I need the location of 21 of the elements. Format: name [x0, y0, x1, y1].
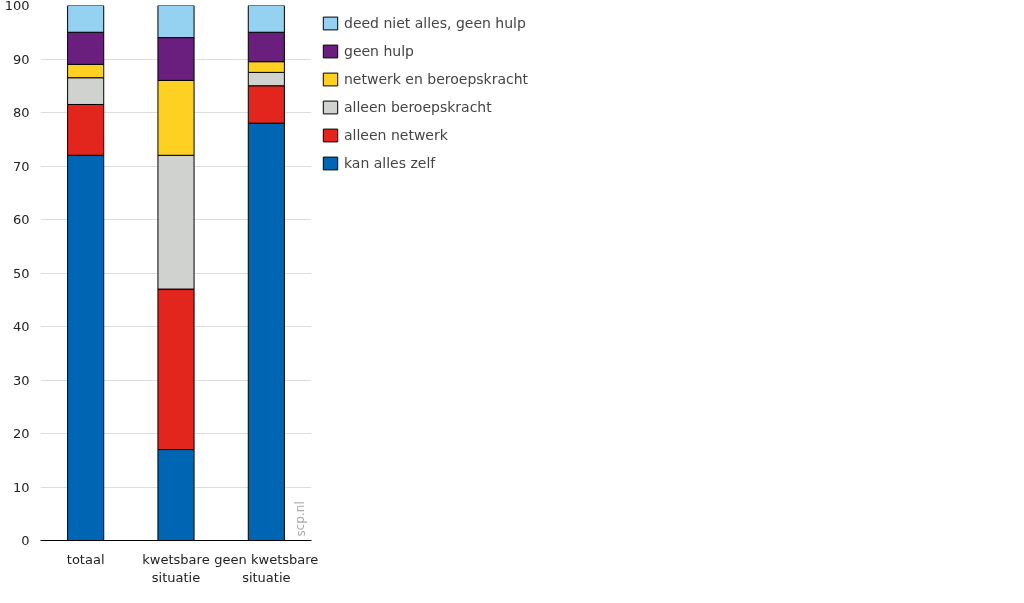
y-tick-label: 80: [12, 105, 30, 120]
legend-label: alleen beroepskracht: [344, 99, 492, 115]
legend-label: geen hulp: [344, 43, 414, 59]
y-tick-label: 20: [12, 426, 30, 441]
legend-label: deed niet alles, geen hulp: [344, 15, 526, 31]
annotation: scp.nl: [293, 501, 308, 537]
x-tick-label: totaal: [66, 551, 105, 567]
y-tick-label: 50: [12, 265, 30, 281]
y-tick-label: 70: [12, 158, 30, 174]
y-tick-label: 30: [12, 372, 30, 388]
y-tick-label: 60: [12, 212, 30, 227]
x-tick-label: kwetsbare situatie: [142, 551, 210, 585]
legend-label: netwerk en beroepskracht: [344, 71, 529, 87]
y-tick-label: 90: [12, 51, 30, 67]
legend-label: kan alles zelf: [344, 155, 436, 171]
y-tick-label: 100: [4, 0, 30, 13]
y-tick-label: 10: [12, 479, 30, 495]
y-tick-label: 0: [21, 533, 30, 548]
y-tick-label: 40: [12, 319, 30, 334]
x-tick-label: geen kwetsbare situatie: [214, 551, 319, 585]
legend-label: alleen netwerk: [344, 127, 448, 143]
